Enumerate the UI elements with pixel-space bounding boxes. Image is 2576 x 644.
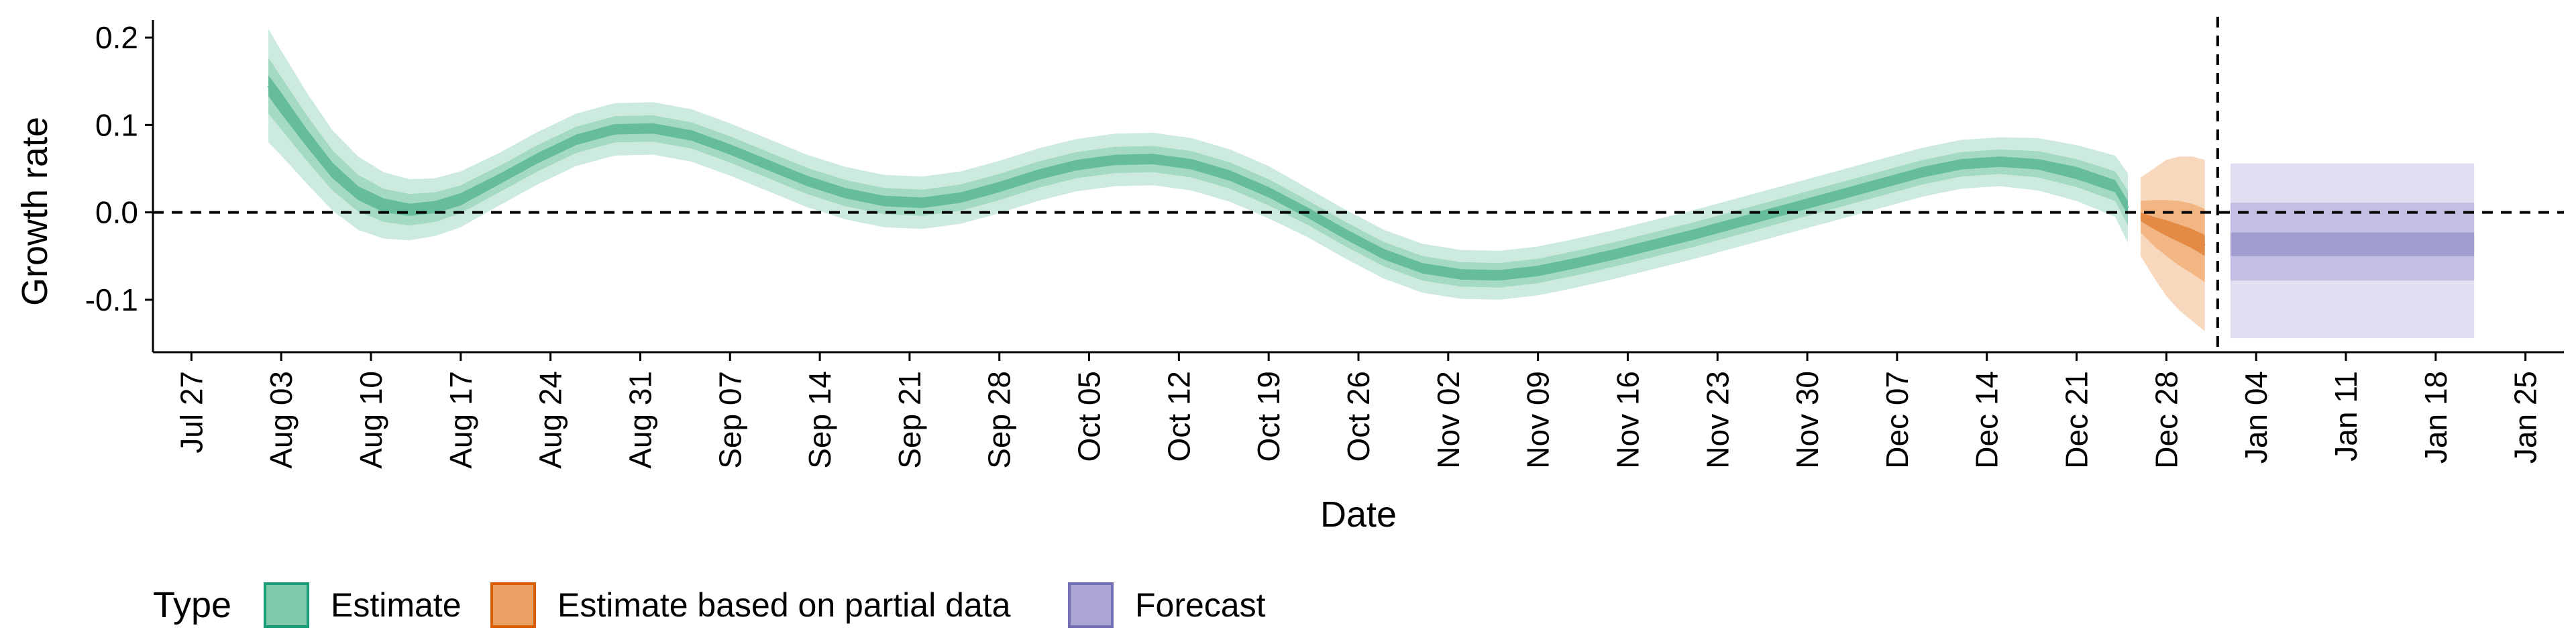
- legend: Type Estimate Estimate based on partial da…: [153, 582, 1266, 628]
- axes: 0.2 0.1 0.0 -0.1 Jul 27 Aug 03 Aug 10 Aug 17 Aug…: [85, 20, 2564, 469]
- x-tick-label: Jan 11: [2328, 371, 2363, 462]
- x-tick-label: Sep 28: [982, 371, 1017, 469]
- y-tick-label: -0.1: [85, 282, 138, 317]
- x-tick-label: Oct 26: [1341, 371, 1376, 462]
- x-tick-label: Oct 05: [1072, 371, 1107, 462]
- x-tick-label: Aug 31: [623, 371, 657, 469]
- x-tick-label: Dec 28: [2149, 371, 2184, 469]
- plot-area: [153, 17, 2564, 352]
- x-tick-label: Dec 14: [1970, 371, 2004, 469]
- x-tick-label: Nov 23: [1700, 371, 1735, 469]
- x-tick-label: Jul 27: [174, 371, 209, 453]
- y-tick-label: 0.2: [95, 20, 138, 55]
- legend-swatch: [264, 582, 309, 628]
- x-tick-label: Nov 16: [1611, 371, 1646, 469]
- legend-label: Forecast: [1135, 586, 1266, 624]
- x-tick-label: Sep 14: [802, 371, 837, 469]
- y-tick-label: 0.1: [95, 107, 138, 142]
- estimate-based-on-partial-data-median-line: [2140, 215, 2206, 247]
- legend-swatch: [490, 582, 536, 628]
- legend-label: Estimate: [331, 586, 462, 624]
- y-tick-label: 0.0: [95, 195, 138, 230]
- x-tick-label: Nov 09: [1521, 371, 1556, 469]
- x-tick-label: Aug 24: [533, 371, 568, 469]
- x-tick-label: Jan 18: [2418, 371, 2453, 464]
- x-tick-label: Jan 25: [2508, 371, 2543, 464]
- x-tick-label: Dec 07: [1880, 371, 1915, 469]
- x-tick-label: Aug 10: [354, 371, 388, 469]
- x-tick-label: Oct 12: [1161, 371, 1196, 462]
- x-tick-label: Nov 30: [1790, 371, 1825, 469]
- x-tick-label: Sep 21: [892, 371, 927, 469]
- legend-swatch: [1068, 582, 1114, 628]
- x-tick-label: Sep 07: [712, 371, 747, 469]
- forecast-inner-band: [2230, 232, 2475, 256]
- x-axis-label: Date: [1320, 494, 1397, 535]
- legend-title: Type: [153, 585, 231, 625]
- legend-label: Estimate based on partial data: [557, 586, 1011, 624]
- x-tick-label: Nov 02: [1431, 371, 1466, 469]
- x-tick-label: Aug 03: [264, 371, 299, 469]
- x-tick-label: Dec 21: [2059, 371, 2094, 469]
- x-tick-label: Oct 19: [1251, 371, 1286, 462]
- estimate-median-line: [267, 85, 2129, 277]
- estimate-mid-band: [268, 58, 2128, 288]
- y-axis-label: Growth rate: [15, 117, 55, 306]
- x-tick-label: Jan 04: [2239, 371, 2273, 464]
- x-tick-label: Aug 17: [443, 371, 478, 469]
